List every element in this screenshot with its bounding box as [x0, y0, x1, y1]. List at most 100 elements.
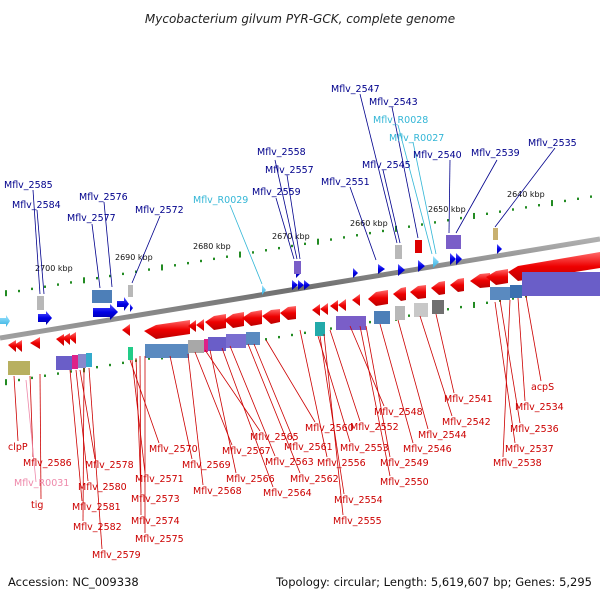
feature-box[interactable]: [37, 296, 44, 310]
gene-label-mflv-2564[interactable]: Mflv_2564: [263, 488, 312, 499]
feature-box[interactable]: [336, 316, 366, 330]
feature-box[interactable]: [204, 339, 208, 352]
gene-mflv-2542-arrow[interactable]: [450, 278, 464, 292]
gene-label-mflv-2554[interactable]: Mflv_2554: [334, 495, 383, 506]
gene-label-mflv-2578[interactable]: Mflv_2578: [85, 460, 134, 471]
gene-mflv-2553-arrow[interactable]: [330, 299, 346, 312]
feature-box[interactable]: [188, 340, 204, 353]
feature-box[interactable]: [374, 311, 390, 324]
gene-label-mflv-2556[interactable]: Mflv_2556: [317, 458, 366, 469]
gene-mflv-2561-arrow[interactable]: [280, 306, 296, 320]
gene-label-mflv-2538[interactable]: Mflv_2538: [493, 458, 542, 469]
gene-mflv-2540-arrow[interactable]: [450, 253, 462, 265]
feature-box[interactable]: [294, 261, 301, 274]
gene-mflv-2566-arrow[interactable]: [224, 312, 244, 328]
feature-box[interactable]: [510, 285, 522, 298]
gene-label-mflv-2581[interactable]: Mflv_2581: [72, 502, 121, 513]
gene-label-mflv-r0028[interactable]: Mflv_R0028: [373, 115, 428, 126]
gene-label-mflv-2576[interactable]: Mflv_2576: [79, 192, 128, 203]
gene-label-mflv-2549[interactable]: Mflv_2549: [380, 458, 429, 469]
gene-label-mflv-r0029[interactable]: Mflv_R0029: [193, 195, 248, 206]
gene-label-mflv-2535[interactable]: Mflv_2535: [528, 138, 577, 149]
gene-mflv-2576-arrow[interactable]: [93, 304, 118, 320]
gene-label-mflv-2544[interactable]: Mflv_2544: [418, 430, 467, 441]
feature-box[interactable]: [315, 322, 325, 336]
feature-box[interactable]: [128, 285, 133, 297]
gene-label-mflv-2537[interactable]: Mflv_2537: [505, 444, 554, 455]
feature-box[interactable]: [395, 306, 405, 320]
feature-box[interactable]: [145, 344, 189, 358]
feature-box[interactable]: [414, 303, 428, 317]
feature-box[interactable]: [8, 361, 30, 375]
feature-box[interactable]: [86, 353, 92, 367]
gene-label-mflv-2575[interactable]: Mflv_2575: [135, 534, 184, 545]
gene-label-mflv-2555[interactable]: Mflv_2555: [333, 516, 382, 527]
gene-label-mflv-2540[interactable]: Mflv_2540: [413, 150, 462, 161]
gene-label-mflv-2545[interactable]: Mflv_2545: [362, 160, 411, 171]
feature-box[interactable]: [92, 290, 112, 303]
gene-mflv-2572-arrow[interactable]: [130, 304, 133, 312]
gene-label-mflv-2574[interactable]: Mflv_2574: [131, 516, 180, 527]
gene-label-mflv-2577[interactable]: Mflv_2577: [67, 213, 116, 224]
gene-mflv-2586-arrow[interactable]: [30, 337, 40, 349]
gene-label-mflv-2558[interactable]: Mflv_2558: [257, 147, 306, 158]
gene-label-mflv-2565[interactable]: Mflv_2565: [250, 432, 299, 443]
gene-mflv-2559-arrow[interactable]: [292, 280, 310, 290]
gene-label-mflv-2550[interactable]: Mflv_2550: [380, 477, 429, 488]
gene-label-clpp[interactable]: clpP: [8, 442, 28, 453]
gene-mflv-2556-arrow[interactable]: [312, 303, 328, 316]
gene-label-mflv-2582[interactable]: Mflv_2582: [73, 522, 122, 533]
gene-label-mflv-r0027[interactable]: Mflv_R0027: [389, 133, 444, 144]
gene-label-tig[interactable]: tig: [31, 500, 43, 511]
gene-mflv-2565-arrow[interactable]: [205, 314, 226, 330]
feature-box[interactable]: [78, 354, 86, 368]
gene-label-mflv-2547[interactable]: Mflv_2547: [331, 84, 380, 95]
feature-box[interactable]: [446, 235, 461, 249]
gene-label-mflv-2557[interactable]: Mflv_2557: [265, 165, 314, 176]
feature-box[interactable]: [415, 240, 422, 253]
gene-mflv-2545-arrow[interactable]: [398, 264, 405, 276]
gene-mflv-2544-arrow[interactable]: [431, 281, 445, 295]
gene-mflv-2536-arrow[interactable]: [486, 269, 508, 285]
gene-label-mflv-2568[interactable]: Mflv_2568: [193, 486, 242, 497]
gene-label-mflv-2585[interactable]: Mflv_2585: [4, 180, 53, 191]
feature-box[interactable]: [128, 347, 133, 360]
gene-label-mflv-2539[interactable]: Mflv_2539: [471, 148, 520, 159]
gene-label-mflv-2584[interactable]: Mflv_2584: [12, 200, 61, 211]
gene-label-mflv-2561[interactable]: Mflv_2561: [284, 442, 333, 453]
gene-label-mflv-2542[interactable]: Mflv_2542: [442, 417, 491, 428]
gene-label-mflv-2534[interactable]: Mflv_2534: [515, 402, 564, 413]
gene-mflv-2535-arrow[interactable]: [497, 244, 502, 254]
feature-box[interactable]: [56, 356, 72, 370]
gene-mflv-2543-arrow[interactable]: [418, 260, 425, 272]
gene-label-mflv-2580[interactable]: Mflv_2580: [78, 482, 127, 493]
gene-label-mflv-2579[interactable]: Mflv_2579: [92, 550, 141, 561]
gene-mflv-2584-arrow[interactable]: [38, 311, 52, 325]
gene-label-mflv-2573[interactable]: Mflv_2573: [131, 494, 180, 505]
gene-mflv-2564-arrow[interactable]: [262, 309, 280, 324]
gene-mflv-2570-arrow[interactable]: [122, 324, 130, 336]
gene-label-mflv-2559[interactable]: Mflv_2559: [252, 187, 301, 198]
gene-label-mflv-2536[interactable]: Mflv_2536: [510, 424, 559, 435]
gene-mflv-r0028-arrow[interactable]: [433, 256, 439, 268]
gene-label-mflv-2567[interactable]: Mflv_2567: [222, 446, 271, 457]
gene-mflv-2552-arrow[interactable]: [352, 294, 360, 306]
gene-label-mflv-2543[interactable]: Mflv_2543: [369, 97, 418, 108]
feature-box[interactable]: [490, 287, 510, 300]
gene-mflv-2567-arrow[interactable]: [188, 319, 204, 332]
gene-label-mflv-2569[interactable]: Mflv_2569: [182, 460, 231, 471]
gene-label-mflv-2572[interactable]: Mflv_2572: [135, 205, 184, 216]
gene-mflv-2569-arrow[interactable]: [144, 320, 190, 339]
gene-label-mflv-2562[interactable]: Mflv_2562: [290, 474, 339, 485]
gene-label-mflv-2571[interactable]: Mflv_2571: [135, 474, 184, 485]
gene-label-mflv-2548[interactable]: Mflv_2548: [374, 407, 423, 418]
gene-mflv-2546-arrow[interactable]: [410, 285, 426, 299]
gene-label-mflv-2563[interactable]: Mflv_2563: [265, 457, 314, 468]
gene-label-acps[interactable]: acpS: [531, 382, 554, 393]
feature-box[interactable]: [522, 272, 600, 296]
feature-box[interactable]: [432, 300, 444, 314]
gene-mflv-2541-arrow[interactable]: [470, 273, 490, 288]
gene-label-mflv-2566[interactable]: Mflv_2566: [226, 474, 275, 485]
gene-mflv-2578-arrow[interactable]: [56, 332, 76, 346]
gene-label-mflv-2570[interactable]: Mflv_2570: [149, 444, 198, 455]
